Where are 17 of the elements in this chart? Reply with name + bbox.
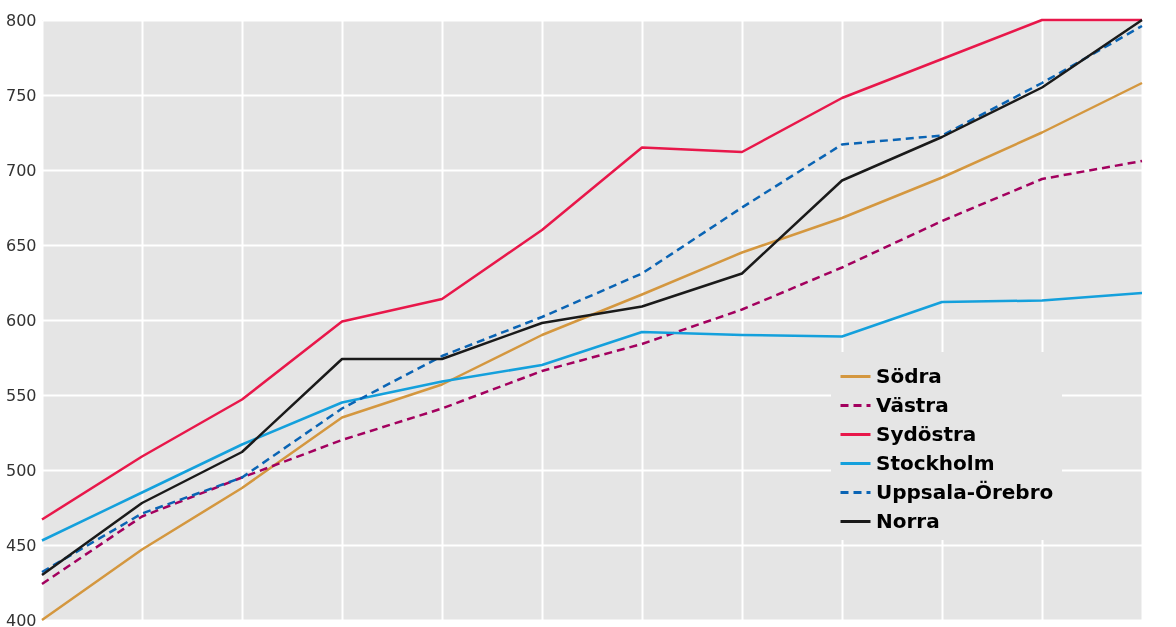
y-tick-label: 800 <box>5 10 37 30</box>
legend-label: Sydöstra <box>876 421 977 446</box>
legend-label: Södra <box>876 363 942 388</box>
y-tick-label: 600 <box>5 310 37 330</box>
y-tick-label: 400 <box>5 610 37 627</box>
y-tick-label: 550 <box>5 385 37 405</box>
y-tick-label: 650 <box>5 235 37 255</box>
y-tick-label: 700 <box>5 160 37 180</box>
line-series <box>40 291 1144 542</box>
y-tick-label: 750 <box>5 85 37 105</box>
line-series <box>40 159 1144 586</box>
legend-label: Norra <box>876 508 940 533</box>
legend-label: Stockholm <box>876 450 995 475</box>
y-tick-label: 450 <box>5 535 37 555</box>
legend-label: Uppsala-Örebro <box>876 479 1054 504</box>
y-tick-label: 500 <box>5 460 37 480</box>
legend-label: Västra <box>876 392 949 417</box>
